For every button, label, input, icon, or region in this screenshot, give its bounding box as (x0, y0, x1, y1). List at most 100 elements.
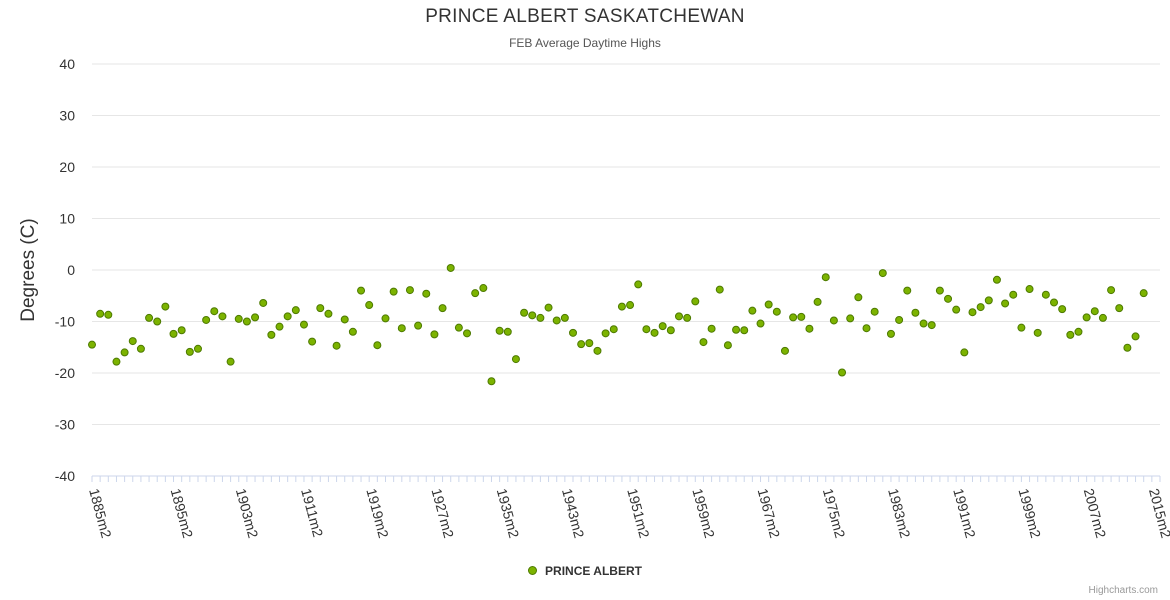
data-point[interactable] (617, 302, 626, 311)
data-point[interactable] (136, 344, 145, 353)
data-point[interactable] (185, 347, 194, 356)
data-point[interactable] (536, 313, 545, 322)
data-point[interactable] (1017, 323, 1026, 332)
data-point[interactable] (723, 341, 732, 350)
data-point[interactable] (1050, 298, 1059, 307)
data-point[interactable] (454, 323, 463, 332)
data-point[interactable] (332, 341, 341, 350)
data-point[interactable] (601, 329, 610, 338)
data-point[interactable] (829, 316, 838, 325)
data-point[interactable] (405, 286, 414, 295)
data-point[interactable] (1139, 289, 1148, 298)
data-point[interactable] (299, 320, 308, 329)
data-point[interactable] (242, 317, 251, 326)
data-point[interactable] (593, 346, 602, 355)
data-point[interactable] (1033, 328, 1042, 337)
data-point[interactable] (1131, 332, 1140, 341)
data-point[interactable] (234, 314, 243, 323)
data-point[interactable] (789, 313, 798, 322)
data-point[interactable] (862, 324, 871, 333)
data-point[interactable] (210, 307, 219, 316)
data-point[interactable] (218, 312, 227, 321)
data-point[interactable] (430, 330, 439, 339)
data-point[interactable] (626, 301, 635, 310)
data-point[interactable] (976, 303, 985, 312)
data-point[interactable] (813, 297, 822, 306)
data-point[interactable] (911, 308, 920, 317)
data-point[interactable] (1115, 304, 1124, 313)
data-point[interactable] (324, 309, 333, 318)
data-point[interactable] (104, 310, 113, 319)
data-point[interactable] (1001, 299, 1010, 308)
data-point[interactable] (935, 286, 944, 295)
data-point[interactable] (438, 304, 447, 313)
data-point[interactable] (1090, 307, 1099, 316)
data-point[interactable] (177, 326, 186, 335)
data-point[interactable] (634, 280, 643, 289)
data-point[interactable] (642, 325, 651, 334)
data-point[interactable] (528, 311, 537, 320)
data-point[interactable] (960, 348, 969, 357)
data-point[interactable] (463, 329, 472, 338)
data-point[interactable] (740, 326, 749, 335)
data-point[interactable] (895, 315, 904, 324)
data-point[interactable] (373, 341, 382, 350)
data-point[interactable] (193, 344, 202, 353)
data-point[interactable] (1123, 343, 1132, 352)
data-point[interactable] (389, 287, 398, 296)
data-point[interactable] (128, 337, 137, 346)
data-point[interactable] (120, 348, 129, 357)
data-point[interactable] (259, 298, 268, 307)
data-point[interactable] (251, 313, 260, 322)
data-point[interactable] (96, 309, 105, 318)
data-point[interactable] (291, 306, 300, 315)
data-point[interactable] (161, 302, 170, 311)
data-point[interactable] (495, 326, 504, 335)
data-point[interactable] (944, 294, 953, 303)
data-point[interactable] (683, 313, 692, 322)
data-point[interactable] (780, 346, 789, 355)
data-point[interactable] (1025, 285, 1034, 294)
data-point[interactable] (658, 322, 667, 331)
data-point[interactable] (903, 286, 912, 295)
data-point[interactable] (1074, 327, 1083, 336)
data-point[interactable] (226, 357, 235, 366)
data-point[interactable] (569, 328, 578, 337)
data-point[interactable] (821, 273, 830, 282)
data-point[interactable] (984, 296, 993, 305)
data-point[interactable] (992, 275, 1001, 284)
legend[interactable]: PRINCE ALBERT (0, 564, 1170, 578)
data-point[interactable] (503, 327, 512, 336)
data-point[interactable] (609, 325, 618, 334)
data-point[interactable] (267, 330, 276, 339)
data-point[interactable] (340, 315, 349, 324)
data-point[interactable] (968, 308, 977, 317)
data-point[interactable] (650, 328, 659, 337)
data-point[interactable] (585, 339, 594, 348)
data-point[interactable] (699, 338, 708, 347)
data-point[interactable] (756, 319, 765, 328)
data-point[interactable] (1098, 313, 1107, 322)
data-point[interactable] (846, 314, 855, 323)
data-point[interactable] (707, 324, 716, 333)
data-point[interactable] (88, 340, 96, 349)
data-point[interactable] (1082, 313, 1091, 322)
data-point[interactable] (145, 313, 154, 322)
data-point[interactable] (365, 301, 374, 310)
data-point[interactable] (511, 355, 520, 364)
data-point[interactable] (870, 307, 879, 316)
data-point[interactable] (487, 377, 496, 386)
data-point[interactable] (316, 304, 325, 313)
data-point[interactable] (764, 300, 773, 309)
data-point[interactable] (202, 315, 211, 324)
data-point[interactable] (308, 337, 317, 346)
data-point[interactable] (1009, 290, 1018, 299)
data-point[interactable] (666, 326, 675, 335)
data-point[interactable] (1058, 305, 1067, 314)
data-point[interactable] (577, 340, 586, 349)
data-point[interactable] (952, 305, 961, 314)
data-point[interactable] (1041, 290, 1050, 299)
data-point[interactable] (715, 285, 724, 294)
data-point[interactable] (552, 316, 561, 325)
data-point[interactable] (414, 321, 423, 330)
